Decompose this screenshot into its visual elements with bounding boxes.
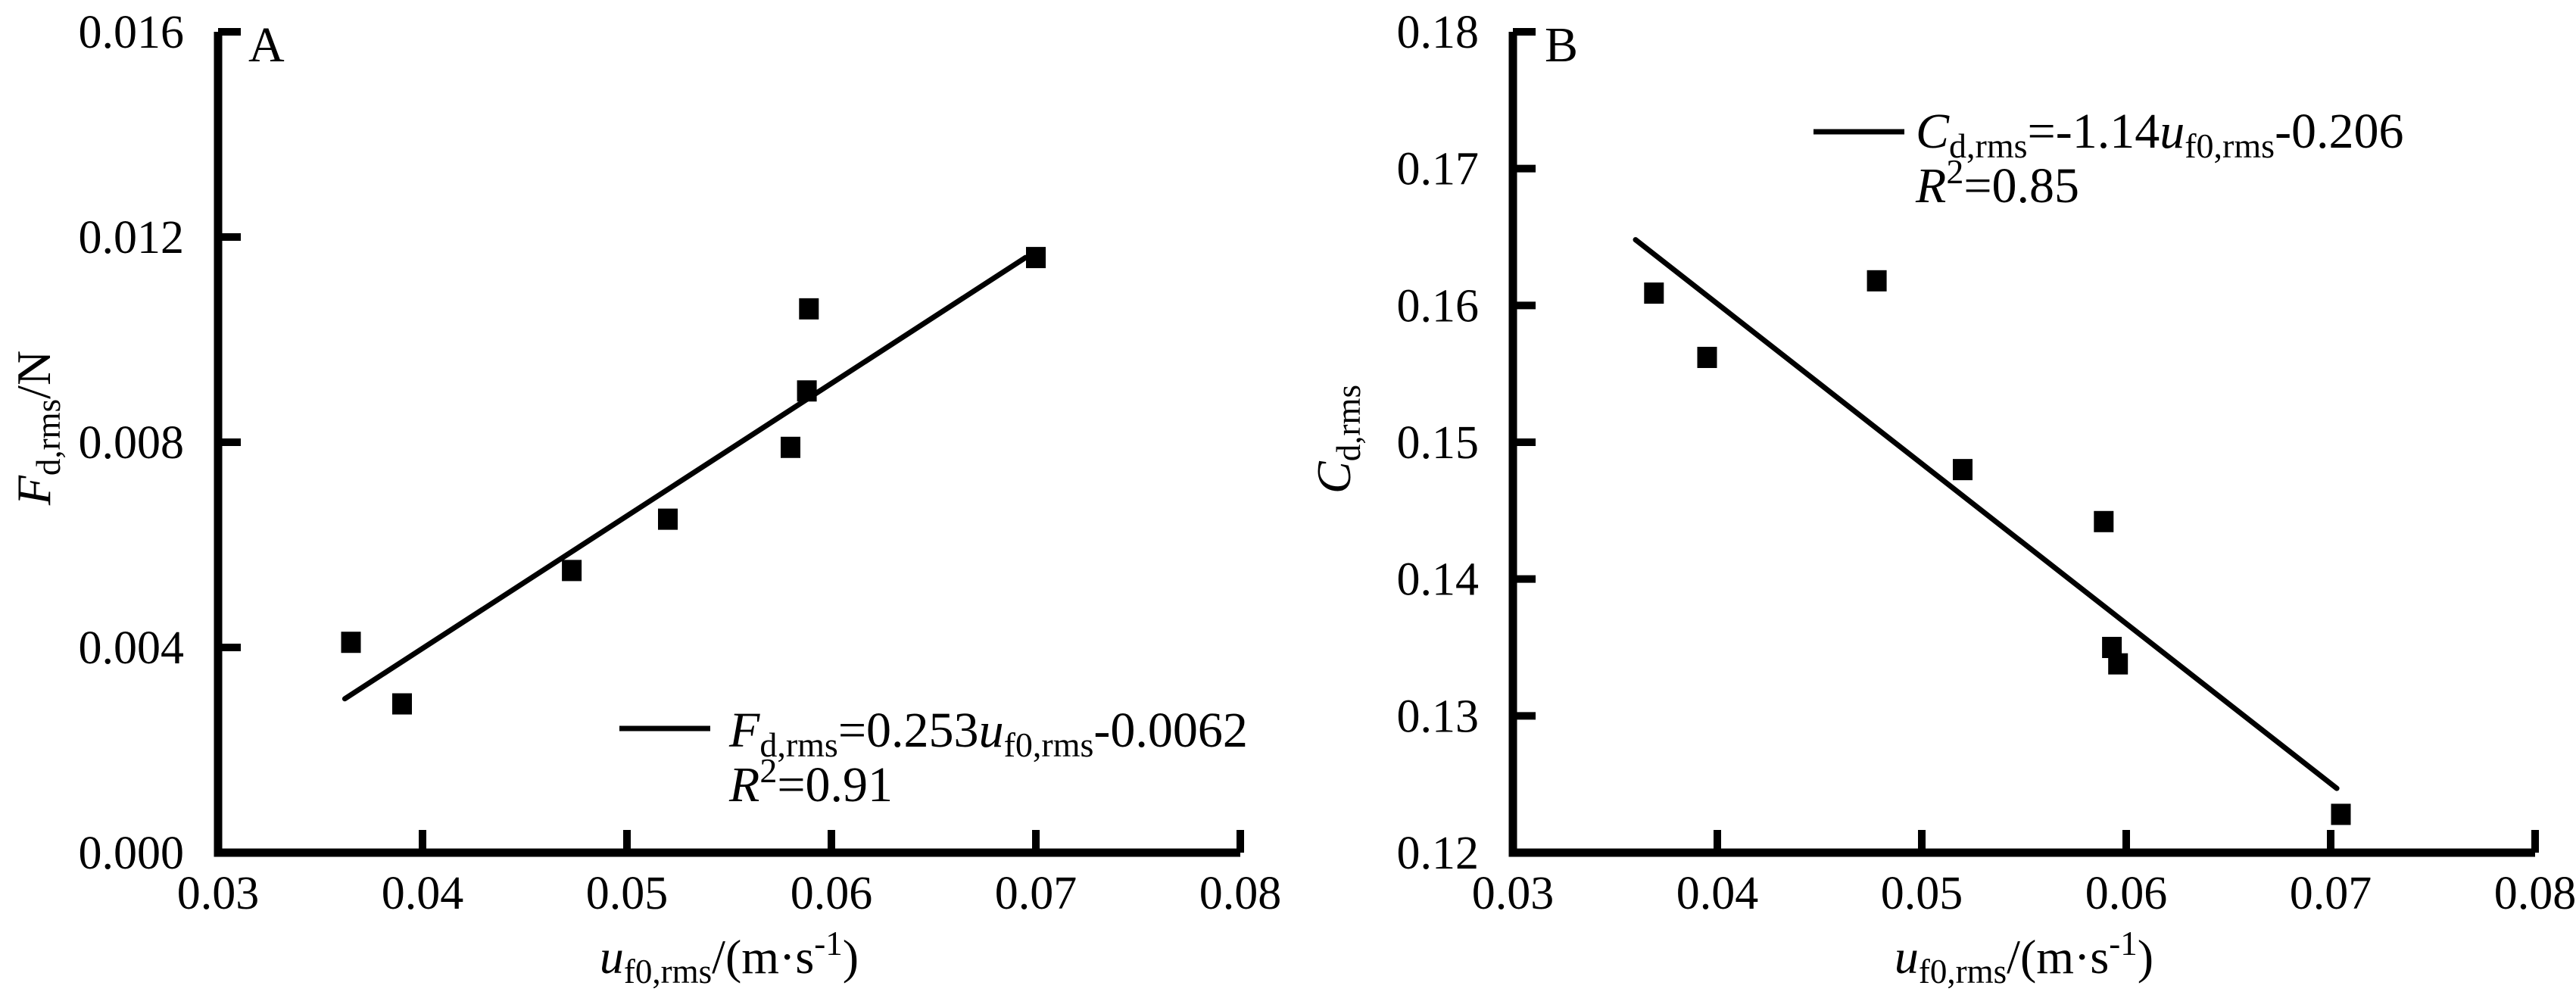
x-tick-label: 0.05	[586, 868, 669, 919]
legend-r-squared: R2=0.85	[1915, 152, 2079, 214]
panel-b: 0.03 0.04 0.05 0.06 0.07 0.08 0.12 0.13 0.14 0.15…	[1307, 7, 2576, 990]
data-point-marker	[799, 298, 819, 320]
fit-line	[341, 254, 1028, 702]
data-point-marker	[1697, 346, 1717, 368]
legend-r-squared: R2=0.91	[728, 751, 893, 813]
data-point-marker	[658, 508, 678, 530]
data-point-marker	[1953, 459, 1973, 481]
y-tick-label: 0.12	[1397, 828, 1480, 879]
panel-a: 0.03 0.04 0.05 0.06 0.07 0.08 0.000 0.004 0.008 0…	[7, 7, 1282, 990]
y-tick-label: 0.016	[79, 7, 185, 58]
y-tick-label: 0.18	[1397, 7, 1480, 58]
x-axis-title: uf0,rms/(m·s-1)	[600, 925, 859, 988]
y-tick-label: 0.13	[1397, 691, 1480, 742]
y-tick-label: 0.17	[1397, 144, 1480, 195]
data-point-marker	[1644, 282, 1664, 304]
y-axis-title: Cd,rms	[1307, 385, 1368, 494]
data-point-marker	[2094, 510, 2114, 532]
x-tick-label: 0.04	[1676, 868, 1759, 919]
data-point-marker	[781, 436, 800, 458]
y-tick-label: 0.008	[79, 417, 185, 469]
x-tick-label: 0.04	[382, 868, 464, 919]
x-tick-label: 0.03	[177, 868, 260, 919]
x-tick-label: 0.07	[2290, 868, 2372, 919]
data-point-marker	[562, 560, 582, 582]
x-axis-title: uf0,rms/(m·s-1)	[1895, 925, 2153, 988]
data-point-marker	[1867, 270, 1887, 292]
x-tick-label: 0.08	[2494, 868, 2576, 919]
legend-equation: Fd,rms=0.253uf0,rms-0.0062	[728, 703, 1248, 764]
data-point-marker	[1026, 247, 1046, 269]
y-tick-label: 0.16	[1397, 280, 1480, 332]
data-point-marker	[341, 632, 361, 654]
y-tick-label: 0.15	[1397, 417, 1480, 469]
x-tick-label: 0.07	[995, 868, 1077, 919]
x-tick-label: 0.06	[2085, 868, 2168, 919]
panel-label: B	[1545, 17, 1578, 73]
x-tick-label: 0.08	[1199, 868, 1282, 919]
fit-line	[1633, 237, 2340, 791]
data-point-marker	[392, 693, 412, 715]
data-point-marker	[2108, 653, 2128, 675]
x-tick-label: 0.05	[1881, 868, 1963, 919]
data-point-marker	[2331, 803, 2351, 825]
x-tick-label: 0.03	[1472, 868, 1555, 919]
y-tick-label: 0.004	[79, 622, 185, 674]
y-axis-title: Fd,rms/N	[7, 351, 67, 506]
y-tick-label: 0.012	[79, 212, 185, 264]
panel-label: A	[248, 17, 285, 73]
y-tick-label: 0.14	[1397, 554, 1480, 606]
legend-equation: Cd,rms=-1.14uf0,rms-0.206	[1916, 104, 2404, 165]
data-point-marker	[797, 380, 817, 402]
y-tick-label: 0.000	[79, 828, 185, 879]
x-tick-label: 0.06	[791, 868, 873, 919]
